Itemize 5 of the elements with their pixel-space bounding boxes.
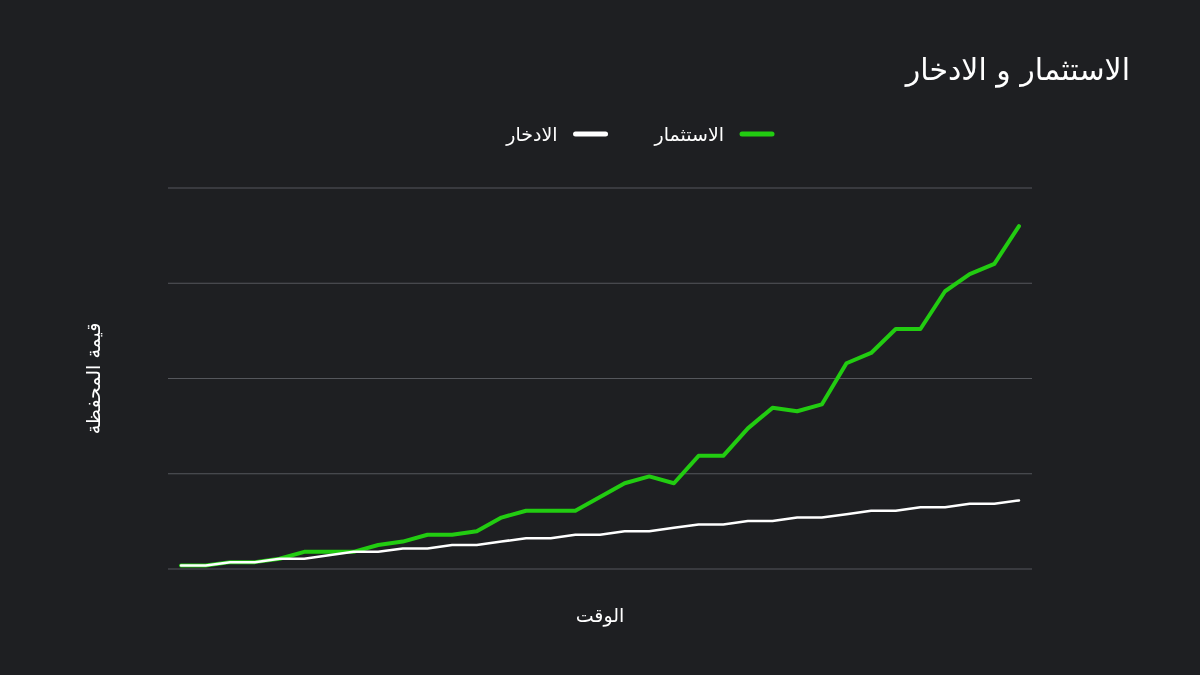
chart-title: الاستثمار و الادخار <box>903 52 1130 88</box>
x-axis-title: الوقت <box>575 604 625 627</box>
y-axis-title: قيمة المحفظة <box>82 322 104 435</box>
legend-label: الاستثمار <box>653 123 724 146</box>
legend-label: الادخار <box>505 123 558 146</box>
